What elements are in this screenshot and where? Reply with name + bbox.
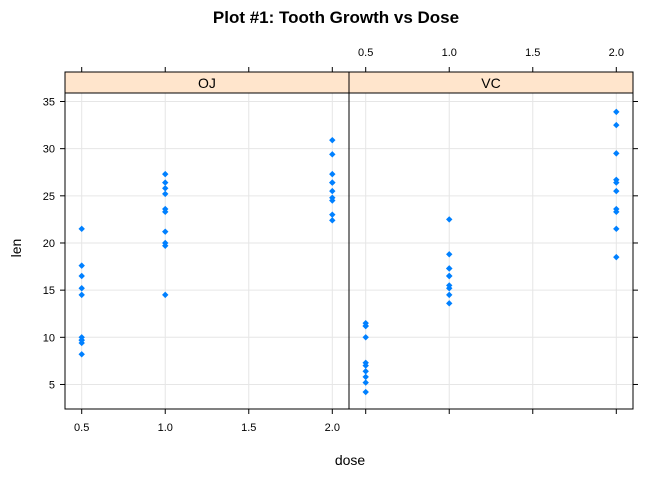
- data-point: [78, 285, 85, 292]
- data-point: [446, 272, 453, 280]
- data-point: [162, 228, 169, 235]
- data-point: [78, 225, 85, 233]
- data-point: [446, 282, 453, 289]
- data-point: [613, 108, 620, 116]
- x-tick-label: 0.5: [74, 422, 89, 434]
- data-point: [613, 225, 620, 233]
- x-tick-label: 2.0: [609, 47, 624, 59]
- data-point: [162, 205, 169, 213]
- y-tick-label: 20: [43, 238, 55, 250]
- panel-frame: [348, 92, 634, 410]
- data-point: [329, 211, 336, 218]
- x-tick-label: 1.5: [525, 47, 540, 59]
- data-point: [613, 208, 620, 216]
- y-tick-label: 30: [43, 144, 55, 156]
- data-point: [446, 251, 453, 258]
- data-point: [613, 150, 620, 157]
- data-point: [162, 190, 169, 198]
- x-tick-label: 1.0: [442, 47, 457, 59]
- data-point: [613, 187, 620, 195]
- data-point: [613, 121, 620, 129]
- data-point: [446, 265, 453, 272]
- y-tick-label: 25: [43, 191, 55, 203]
- x-tick-label: 0.5: [358, 47, 373, 59]
- y-axis-label: len: [8, 239, 24, 258]
- data-point: [78, 291, 85, 299]
- data-point: [362, 322, 369, 330]
- strip-label: OJ: [198, 75, 216, 91]
- y-tick-label: 15: [43, 285, 55, 297]
- y-tick-label: 5: [49, 379, 55, 391]
- chart-title: Plot #1: Tooth Growth vs Dose: [213, 8, 459, 27]
- data-point: [162, 185, 169, 192]
- y-tick-label: 35: [43, 96, 55, 108]
- data-point: [162, 239, 169, 247]
- data-point: [78, 336, 85, 344]
- data-point: [613, 253, 620, 261]
- data-point: [362, 373, 369, 381]
- x-axis-label: dose: [335, 452, 366, 468]
- panels: OJ 0.5 1.0 1.5 2.0 VC 0.5 1.0 1.5 2.0 5 10 15 20 25 30 3…: [43, 47, 638, 434]
- x-tick-label: 2.0: [325, 422, 340, 434]
- data-point: [362, 334, 369, 341]
- data-point: [362, 388, 369, 396]
- panel-frame: [64, 92, 350, 410]
- data-point: [362, 362, 369, 369]
- data-point: [329, 187, 336, 195]
- data-point: [362, 379, 369, 386]
- data-point: [329, 179, 336, 186]
- strip-label: VC: [481, 75, 500, 91]
- data-point: [78, 262, 85, 269]
- data-point: [162, 179, 169, 186]
- data-point: [329, 170, 336, 178]
- data-point: [329, 194, 336, 201]
- data-point: [446, 216, 453, 223]
- data-point: [162, 170, 169, 178]
- x-tick-label: 1.0: [158, 422, 173, 434]
- y-tick-label: 10: [43, 332, 55, 344]
- x-tick-label: 1.5: [241, 422, 256, 434]
- data-point: [329, 151, 336, 158]
- data-point: [329, 136, 336, 144]
- data-point: [613, 176, 620, 183]
- data-point: [329, 217, 336, 224]
- data-point: [78, 351, 85, 358]
- data-point: [446, 291, 453, 299]
- data-point: [362, 368, 369, 375]
- data-point: [162, 291, 169, 299]
- data-point: [446, 300, 453, 307]
- data-point: [78, 272, 85, 280]
